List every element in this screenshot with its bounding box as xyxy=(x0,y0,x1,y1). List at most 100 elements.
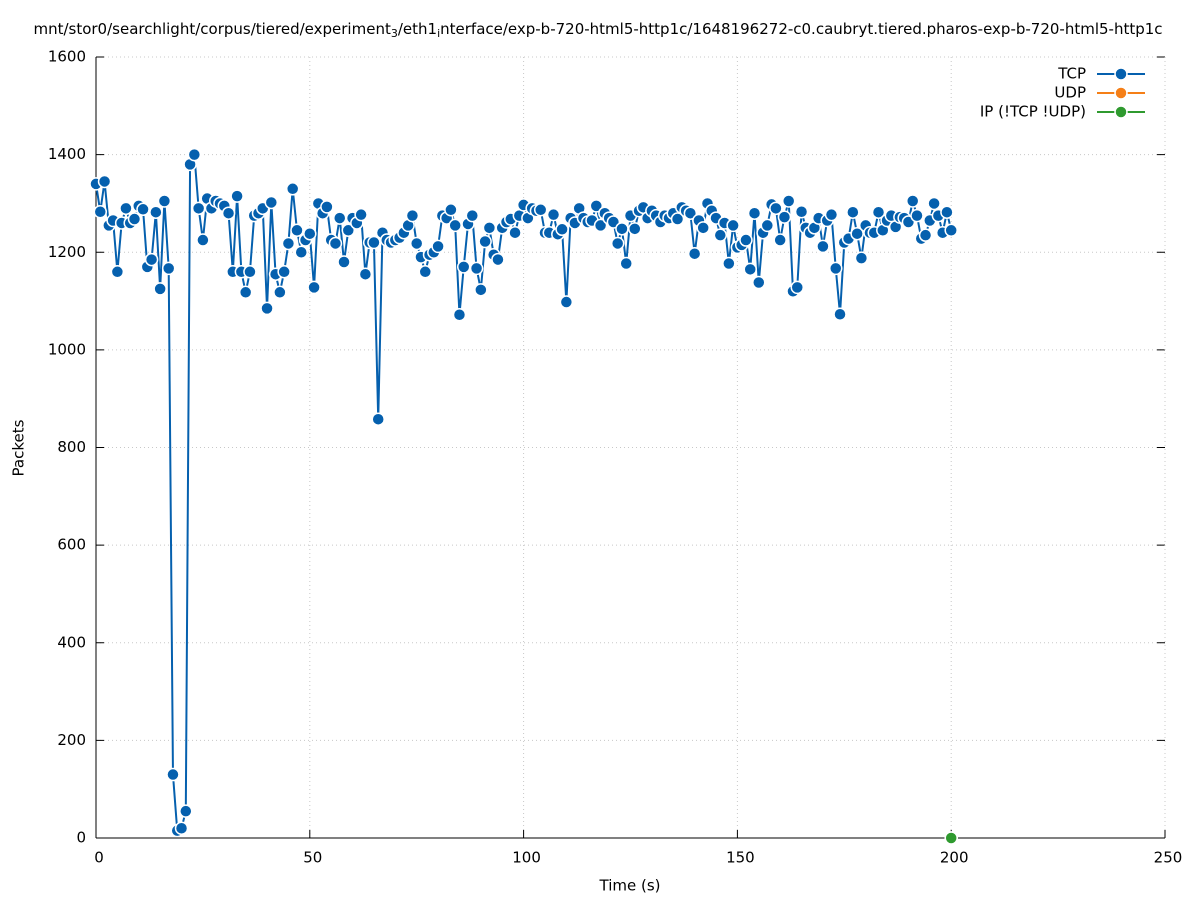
data-point xyxy=(722,256,736,271)
data-point xyxy=(683,206,698,220)
data-point xyxy=(687,246,702,261)
data-point xyxy=(367,235,381,250)
data-point xyxy=(221,206,236,220)
data-point xyxy=(491,252,505,267)
data-point xyxy=(273,285,287,300)
data-point xyxy=(452,307,467,322)
data-point xyxy=(264,195,279,210)
data-point xyxy=(533,203,548,217)
y-tick-label: 200 xyxy=(57,731,86,749)
x-tick-label: 250 xyxy=(1154,849,1183,867)
y-tick-label: 1200 xyxy=(48,243,86,261)
x-tick-label: 50 xyxy=(303,849,322,867)
data-point xyxy=(769,201,783,216)
data-point xyxy=(110,265,125,279)
data-point xyxy=(781,194,796,208)
data-point xyxy=(238,285,253,300)
data-point xyxy=(833,307,847,321)
y-axis-label: Packets xyxy=(10,419,28,476)
x-tick-label: 100 xyxy=(512,849,541,867)
legend-marker xyxy=(1114,67,1128,81)
data-point xyxy=(927,196,941,211)
data-point xyxy=(478,234,492,249)
legend-label: TCP xyxy=(1057,65,1086,83)
data-point xyxy=(149,205,163,219)
data-point xyxy=(328,236,343,251)
data-point xyxy=(559,295,574,309)
data-point xyxy=(628,222,642,236)
data-point xyxy=(243,265,257,279)
data-point xyxy=(260,301,274,316)
data-point xyxy=(619,256,633,271)
data-point xyxy=(157,194,172,208)
legend-label: IP (!TCP !UDP) xyxy=(980,103,1086,121)
y-tick-label: 1400 xyxy=(48,145,86,163)
data-point xyxy=(119,201,133,216)
data-point xyxy=(589,199,604,213)
chart-title: mnt/stor0/searchlight/corpus/tiered/expe… xyxy=(33,20,1162,41)
title-part: /eth1 xyxy=(398,20,437,38)
data-point xyxy=(469,261,484,276)
y-tick-label: 0 xyxy=(76,829,86,847)
legend-marker xyxy=(1114,105,1128,119)
y-tick-label: 600 xyxy=(57,536,86,554)
legend-label: UDP xyxy=(1054,84,1086,102)
data-point xyxy=(307,280,321,295)
data-point xyxy=(794,204,809,219)
data-point xyxy=(290,223,304,238)
data-point xyxy=(474,283,488,297)
data-point xyxy=(777,210,792,224)
data-point xyxy=(739,233,753,247)
data-point xyxy=(846,205,860,219)
data-point xyxy=(696,221,710,235)
data-point xyxy=(726,218,740,233)
data-point xyxy=(444,203,458,217)
data-point xyxy=(465,208,480,223)
data-point xyxy=(358,267,373,281)
title-subscript: i xyxy=(437,27,440,40)
y-tick-label: 400 xyxy=(57,633,86,651)
data-point xyxy=(294,245,308,259)
data-point xyxy=(431,239,445,254)
data-point xyxy=(191,201,206,216)
data-point xyxy=(615,222,629,236)
data-point xyxy=(824,207,839,222)
data-point xyxy=(555,222,569,237)
data-point xyxy=(144,252,159,267)
data-point xyxy=(97,174,112,189)
title-part: mnt/stor0/searchlight/corpus/tiered/expe… xyxy=(33,20,390,38)
title-part: nterface/exp-b-720-html5-http1c/16481962… xyxy=(440,20,1162,38)
data-point xyxy=(230,189,244,203)
data-point xyxy=(277,265,291,279)
data-point xyxy=(320,200,334,214)
x-tick-label: 150 xyxy=(726,849,755,867)
data-point xyxy=(828,261,843,276)
data-point xyxy=(482,221,497,235)
data-point xyxy=(196,233,210,247)
data-point xyxy=(747,206,762,220)
data-point xyxy=(743,262,757,277)
data-point xyxy=(854,251,869,265)
data-point xyxy=(940,205,954,219)
data-point xyxy=(790,280,805,295)
data-point xyxy=(610,236,625,251)
data-point xyxy=(418,265,433,279)
data-point xyxy=(871,205,886,219)
title-subscript: 3 xyxy=(391,27,398,40)
data-point xyxy=(944,223,958,238)
data-point xyxy=(127,212,142,226)
data-point xyxy=(166,767,180,782)
legend-marker xyxy=(1114,86,1128,100)
y-tick-label: 800 xyxy=(57,438,86,456)
x-tick-label: 200 xyxy=(940,849,969,867)
data-point xyxy=(760,218,775,233)
x-axis-label: Time (s) xyxy=(599,877,661,895)
data-point xyxy=(850,226,864,241)
data-point xyxy=(773,233,787,247)
data-point xyxy=(752,275,766,290)
data-point xyxy=(409,236,424,251)
data-point xyxy=(161,261,176,276)
data-point xyxy=(136,202,150,217)
data-point xyxy=(354,207,368,222)
